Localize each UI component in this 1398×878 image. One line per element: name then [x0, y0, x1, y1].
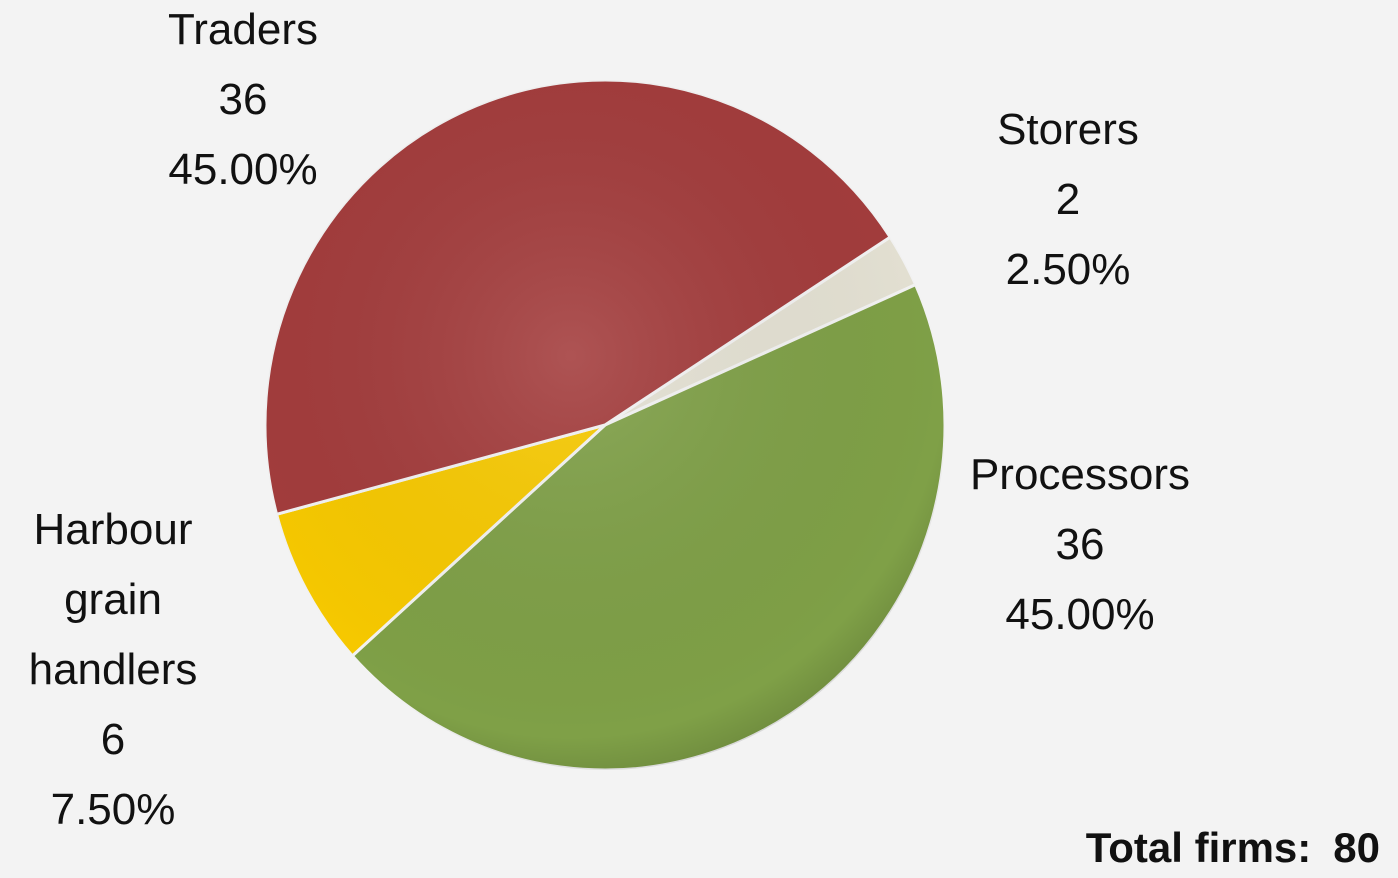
- slice-label: Harbour grain handlers 6 7.50%: [3, 495, 223, 845]
- percent-label: 45.00%: [1005, 590, 1155, 639]
- slice-label: Storers 2 2.50%: [997, 95, 1139, 305]
- value-label: 6: [100, 715, 126, 764]
- total-label: Total firms:: [1085, 824, 1312, 871]
- total: Total firms: 80: [1086, 818, 1380, 878]
- total-value: 80: [1333, 824, 1380, 871]
- category-label: Processors: [969, 450, 1191, 499]
- percent-label: 2.50%: [1005, 245, 1131, 294]
- category-label: Storers: [997, 105, 1139, 154]
- category-label: Traders: [168, 5, 318, 54]
- value-label: 36: [1055, 520, 1105, 569]
- category-label: Harbour grain handlers: [28, 505, 198, 694]
- percent-label: 45.00%: [168, 145, 318, 194]
- percent-label: 7.50%: [50, 785, 176, 834]
- value-label: 2: [1055, 175, 1081, 224]
- value-label: 36: [218, 75, 268, 124]
- slice-label: Processors 36 45.00%: [970, 440, 1190, 650]
- slice-label: Traders 36 45.00%: [168, 0, 318, 205]
